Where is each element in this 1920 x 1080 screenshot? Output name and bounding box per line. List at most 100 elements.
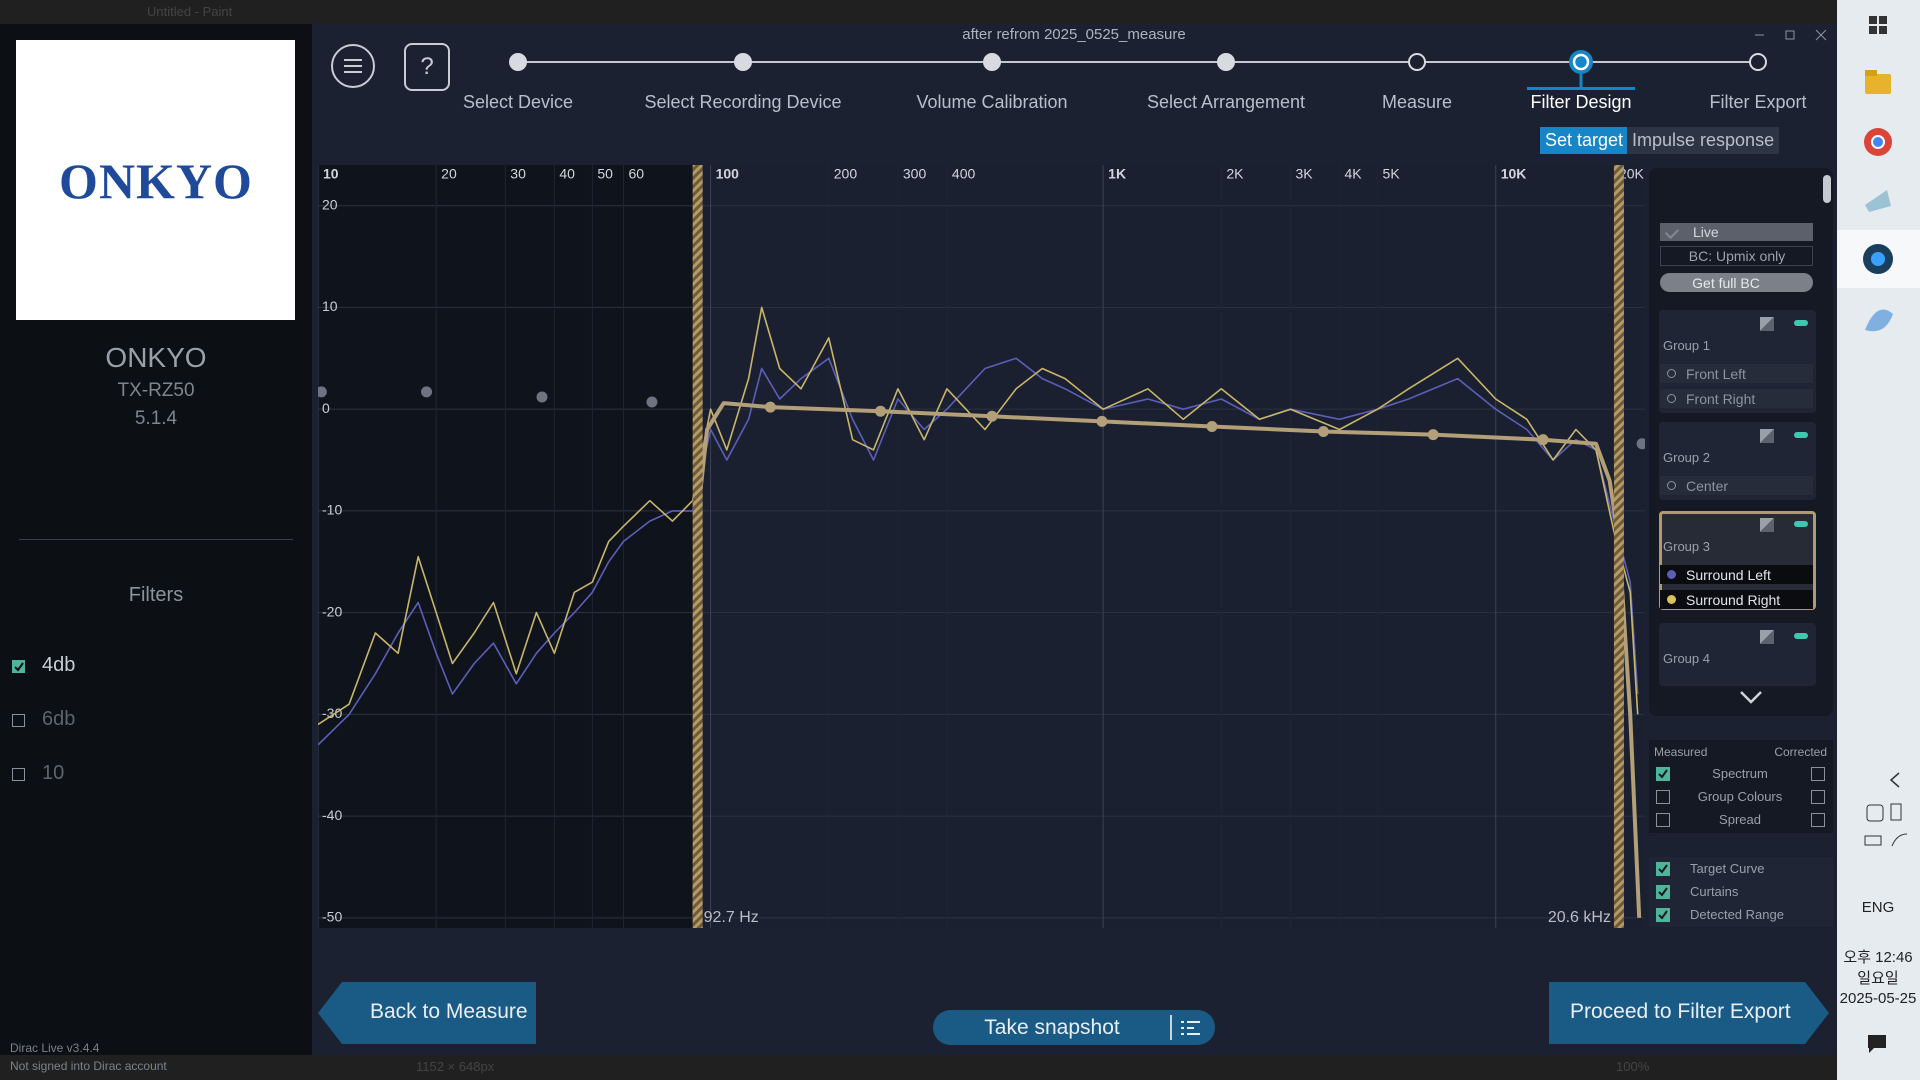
control-point[interactable] xyxy=(1636,438,1645,450)
x-tick-label: 5K xyxy=(1383,166,1401,182)
curtain[interactable] xyxy=(1613,165,1624,928)
maximize[interactable] xyxy=(1785,30,1795,40)
display-label: Group Colours xyxy=(1697,789,1783,804)
get-bc-button[interactable]: Get full BC xyxy=(1660,273,1813,292)
y-tick-label: 0 xyxy=(322,400,330,416)
back-label[interactable]: Back to Measure xyxy=(370,1000,528,1023)
group-name: Group 3 xyxy=(1663,539,1710,554)
step-dot[interactable] xyxy=(1217,53,1235,71)
checkbox[interactable] xyxy=(1811,767,1825,781)
clock-date[interactable]: 2025-05-25 xyxy=(1839,990,1917,1007)
clock-weekday[interactable]: 일요일 xyxy=(1857,970,1899,987)
group-icons xyxy=(1760,518,1774,532)
y-tick-label: -20 xyxy=(322,603,342,619)
control-point[interactable] xyxy=(421,386,433,398)
scroll-down[interactable] xyxy=(1738,688,1764,706)
x-tick-label: 4K xyxy=(1345,166,1363,182)
step-highlight xyxy=(1527,87,1635,90)
group-eq-icon xyxy=(1794,521,1808,527)
control-point[interactable] xyxy=(1317,426,1329,438)
control-point[interactable] xyxy=(764,401,776,413)
step-label[interactable]: Filter Design xyxy=(1530,92,1632,112)
filter-label[interactable]: 10 xyxy=(42,762,65,784)
group-name: Group 2 xyxy=(1663,450,1710,465)
channel-row[interactable] xyxy=(1660,389,1813,408)
snapshot-list-icon[interactable] xyxy=(1180,1019,1202,1037)
separator xyxy=(1170,1015,1172,1040)
checkbox[interactable] xyxy=(1656,862,1670,876)
control-point[interactable] xyxy=(1427,429,1439,441)
overlay-label: Curtains xyxy=(1690,884,1739,899)
control-point[interactable] xyxy=(1096,415,1108,427)
step-dot[interactable] xyxy=(509,53,527,71)
tab[interactable]: Impulse response xyxy=(1627,127,1780,154)
checkbox[interactable] xyxy=(12,714,25,727)
step-label[interactable]: Volume Calibration xyxy=(916,92,1068,112)
control-point[interactable] xyxy=(1537,434,1549,446)
channel-row[interactable] xyxy=(1660,565,1813,584)
step-dot-inner xyxy=(1572,53,1590,71)
proceed-button[interactable] xyxy=(1549,982,1831,1044)
measured-header: Measured xyxy=(1654,745,1708,759)
checkbox[interactable] xyxy=(1656,767,1670,781)
control-point[interactable] xyxy=(986,410,998,422)
step-dot[interactable] xyxy=(1749,53,1767,71)
step-label[interactable]: Filter Export xyxy=(1709,92,1807,112)
checkbox[interactable] xyxy=(1656,813,1670,827)
clock-time[interactable]: 오후 12:46 xyxy=(1843,949,1913,966)
device-logo: ONKYO xyxy=(16,40,295,320)
control-point[interactable] xyxy=(646,396,658,408)
checkbox[interactable] xyxy=(1656,885,1670,899)
control-point[interactable] xyxy=(318,386,327,398)
step-dot[interactable] xyxy=(1408,53,1426,71)
group-eq-icon xyxy=(1794,633,1808,639)
control-point[interactable] xyxy=(536,391,548,403)
step-label[interactable]: Measure xyxy=(1381,92,1453,112)
overlay-label: Target Curve xyxy=(1690,861,1765,876)
curtain[interactable] xyxy=(692,165,703,928)
account-status: Not signed into Dirac account xyxy=(10,1059,167,1073)
help-button[interactable]: ? xyxy=(404,43,450,91)
proceed-label[interactable]: Proceed to Filter Export xyxy=(1570,1000,1791,1023)
notifications[interactable] xyxy=(1865,1032,1891,1058)
step-label[interactable]: Select Arrangement xyxy=(1146,92,1306,112)
snapshot-button[interactable]: Take snapshot xyxy=(933,1010,1215,1045)
control-point[interactable] xyxy=(875,405,887,417)
language[interactable]: ENG xyxy=(1861,899,1895,916)
checkbox[interactable] xyxy=(1811,813,1825,827)
checkbox[interactable] xyxy=(1656,908,1670,922)
live-toggle[interactable]: Live xyxy=(1660,223,1813,241)
x-tick-label: 200 xyxy=(834,166,858,182)
step-dot[interactable] xyxy=(1569,50,1593,74)
back-button[interactable] xyxy=(318,982,538,1044)
x-tick-label: 10 xyxy=(323,166,339,182)
x-tick-label: 60 xyxy=(628,166,644,182)
filter-label[interactable]: 6db xyxy=(42,708,76,730)
checkbox[interactable] xyxy=(1811,790,1825,804)
taskbar-icons[interactable] xyxy=(1837,0,1920,860)
channel-row[interactable] xyxy=(1660,590,1813,609)
group-icons xyxy=(1760,429,1774,443)
checkbox[interactable] xyxy=(12,768,25,781)
host-statusbar: 1152 × 648px 100% xyxy=(0,1055,1837,1080)
control-point[interactable] xyxy=(1206,420,1218,432)
tab[interactable]: Set target xyxy=(1540,127,1629,154)
step-label[interactable]: Select Device xyxy=(462,92,574,112)
window-controls[interactable] xyxy=(1740,24,1835,46)
group-eq-icon xyxy=(1794,320,1808,326)
checkbox[interactable] xyxy=(12,660,25,673)
step-label[interactable]: Select Recording Device xyxy=(644,92,842,112)
step-dot[interactable] xyxy=(734,53,752,71)
x-tick-label: 50 xyxy=(597,166,613,182)
close[interactable] xyxy=(1815,29,1827,41)
menu-button[interactable] xyxy=(330,43,380,93)
channel-row[interactable] xyxy=(1660,476,1813,495)
step-dot[interactable] xyxy=(983,53,1001,71)
filter-label[interactable]: 4db xyxy=(42,654,76,676)
group-card[interactable] xyxy=(1659,623,1816,686)
step-track xyxy=(509,50,1767,90)
scrollbar[interactable] xyxy=(1823,175,1831,203)
checkbox[interactable] xyxy=(1656,790,1670,804)
channel-row[interactable] xyxy=(1660,364,1813,383)
